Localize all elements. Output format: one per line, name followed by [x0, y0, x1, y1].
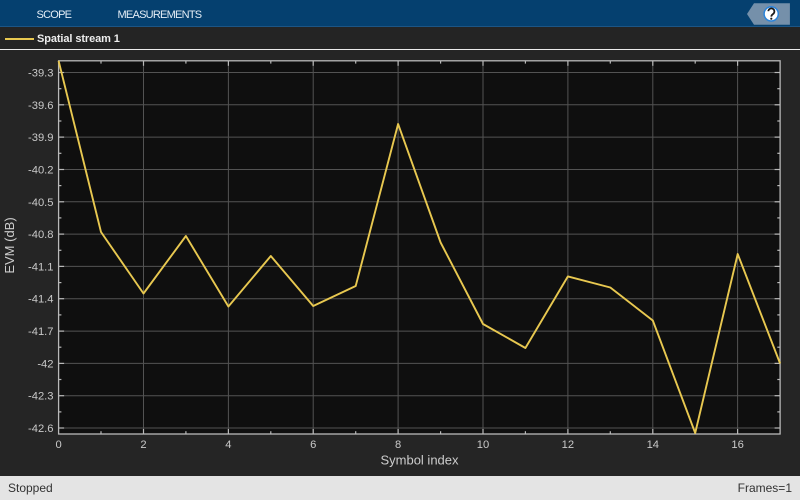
svg-text:-39.6: -39.6: [28, 100, 54, 112]
svg-text:-39.9: -39.9: [28, 132, 54, 144]
svg-text:10: 10: [477, 439, 489, 451]
svg-text:EVM (dB): EVM (dB): [2, 217, 17, 273]
svg-text:-42.6: -42.6: [28, 423, 54, 435]
svg-text:-40.5: -40.5: [28, 197, 54, 209]
svg-text:8: 8: [395, 439, 401, 451]
svg-text:-42.3: -42.3: [28, 391, 54, 403]
svg-text:-40.2: -40.2: [28, 165, 54, 177]
svg-text:-41.1: -41.1: [28, 261, 54, 273]
svg-text:14: 14: [647, 439, 659, 451]
svg-text:-42: -42: [37, 358, 53, 370]
svg-text:-40.8: -40.8: [28, 229, 54, 241]
svg-text:-41.7: -41.7: [28, 326, 54, 338]
svg-text:4: 4: [225, 439, 231, 451]
svg-text:Symbol index: Symbol index: [380, 453, 459, 468]
svg-text:12: 12: [562, 439, 574, 451]
svg-text:16: 16: [731, 439, 743, 451]
svg-text:-41.4: -41.4: [28, 294, 54, 306]
svg-text:0: 0: [55, 439, 61, 451]
svg-text:2: 2: [140, 439, 146, 451]
svg-text:6: 6: [310, 439, 316, 451]
svg-text:-39.3: -39.3: [28, 68, 54, 80]
